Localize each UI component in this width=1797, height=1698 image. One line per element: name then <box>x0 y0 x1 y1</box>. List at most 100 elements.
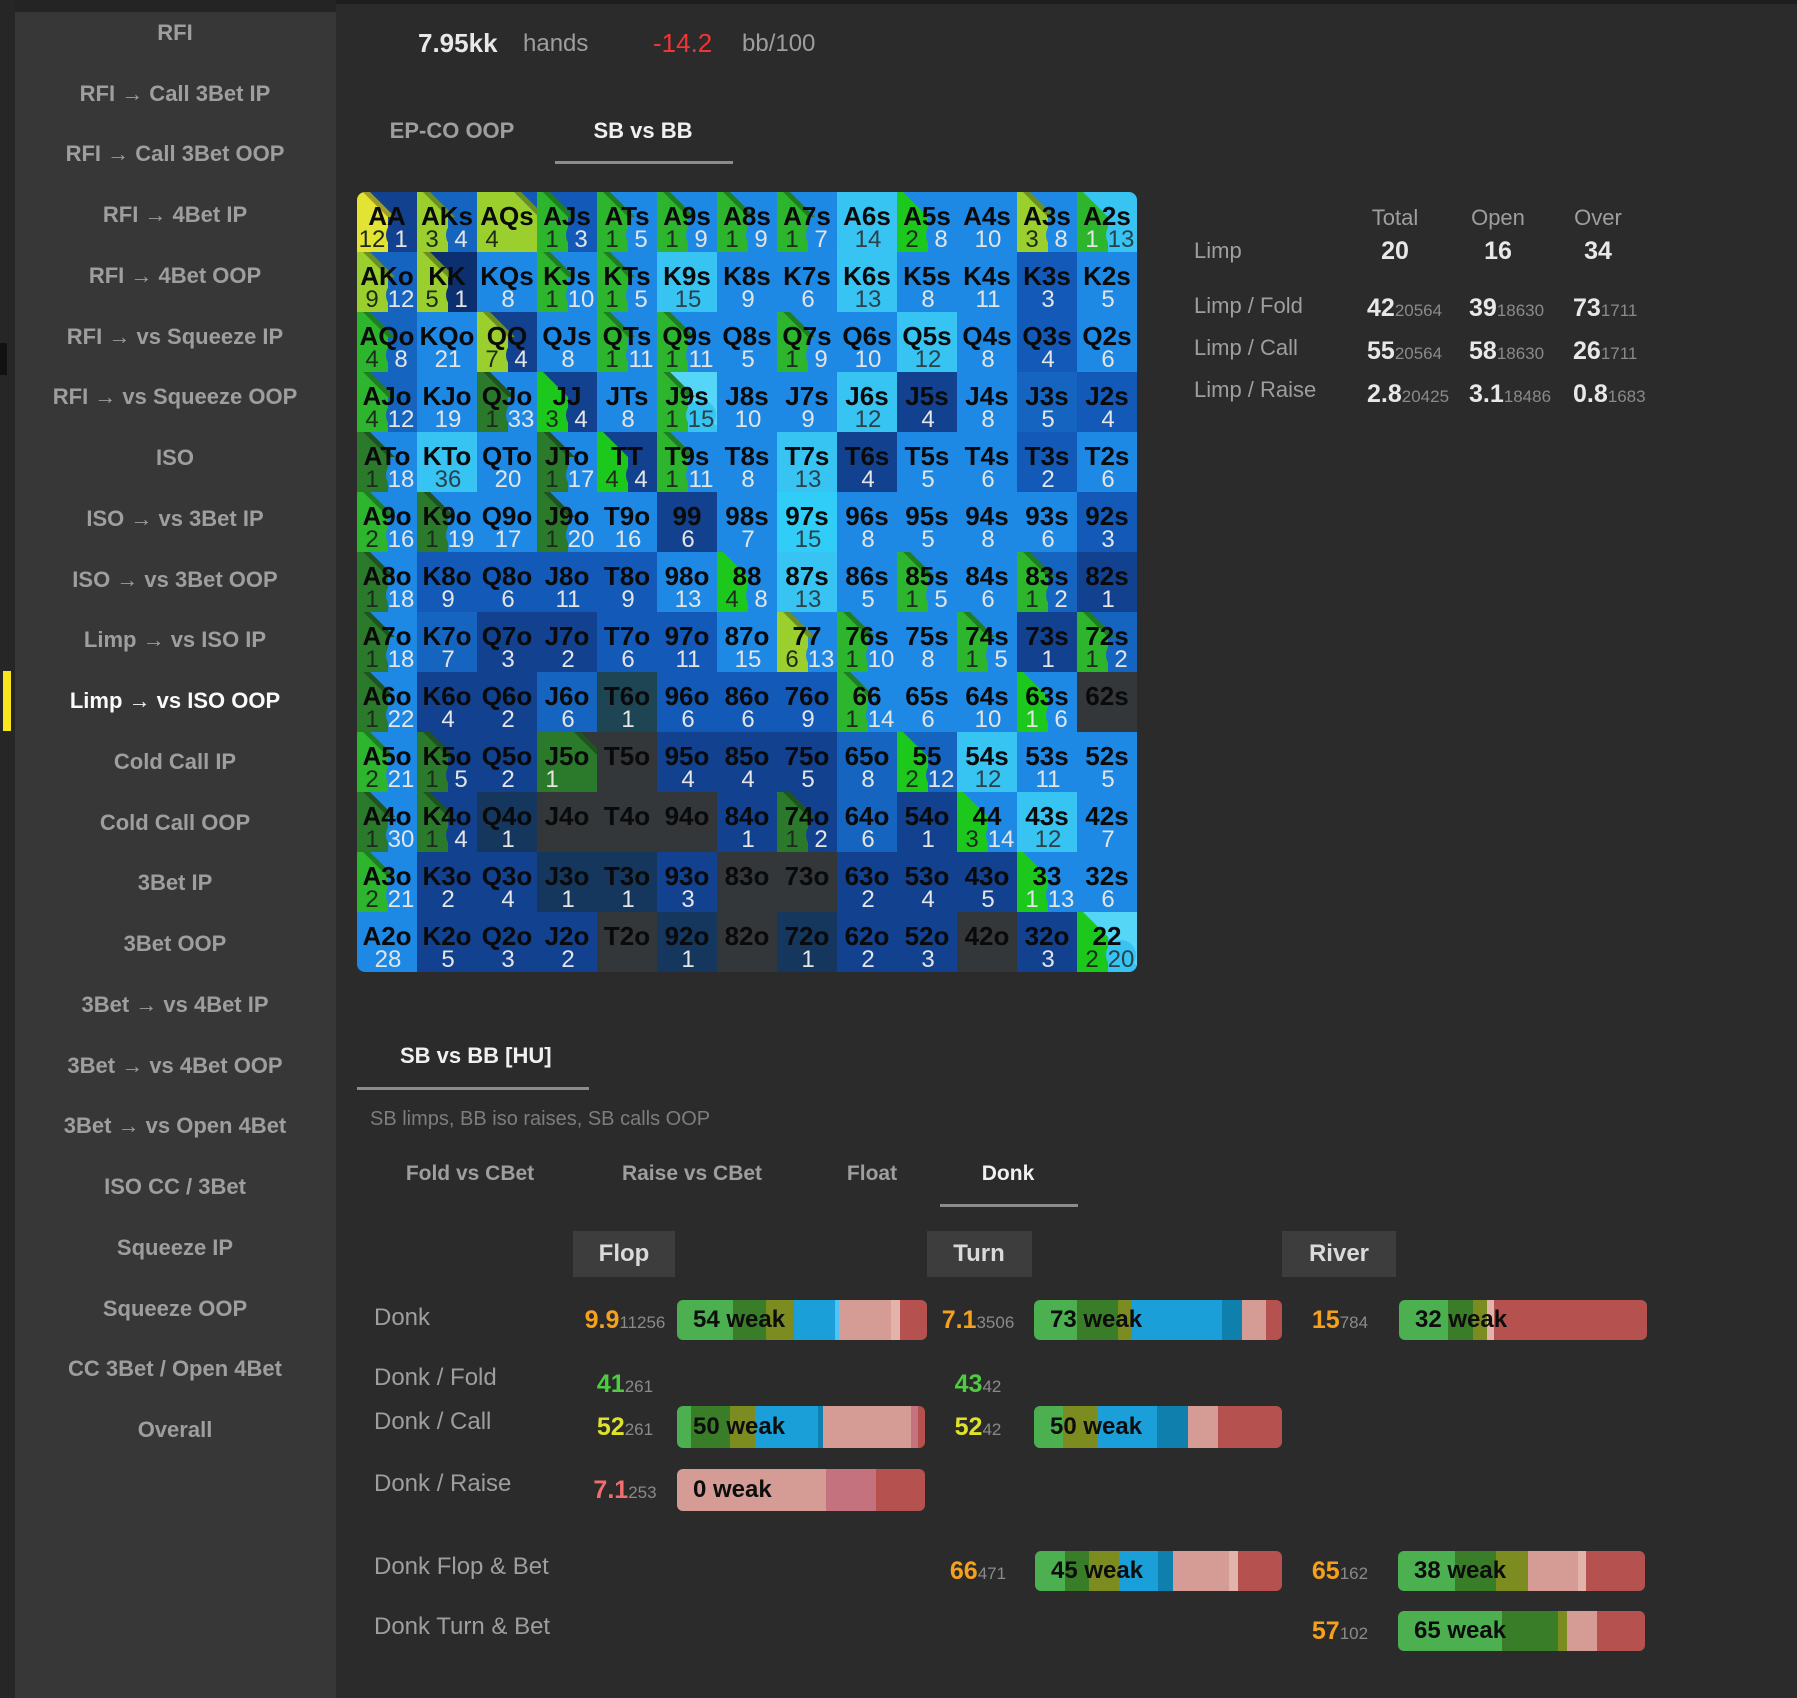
svg-text:15: 15 <box>795 526 822 553</box>
svg-text:A6s: A6s <box>843 201 891 231</box>
svg-text:1: 1 <box>1085 226 1098 253</box>
svg-text:9: 9 <box>441 586 454 613</box>
svg-text:53o: 53o <box>905 861 950 891</box>
svg-text:5: 5 <box>634 226 647 253</box>
svg-text:K8o: K8o <box>422 561 471 591</box>
svg-text:AKo: AKo <box>360 261 413 291</box>
svg-text:K5s: K5s <box>903 261 951 291</box>
svg-text:AKs: AKs <box>421 201 473 231</box>
svg-text:1: 1 <box>845 706 858 733</box>
svg-text:5: 5 <box>994 646 1007 673</box>
svg-text:5: 5 <box>921 466 934 493</box>
svg-text:9: 9 <box>754 226 767 253</box>
svg-text:KTs: KTs <box>603 261 650 291</box>
svg-text:J6o: J6o <box>545 681 590 711</box>
svg-text:12: 12 <box>388 406 415 433</box>
svg-text:85o: 85o <box>725 741 770 771</box>
svg-text:6: 6 <box>1101 346 1114 373</box>
svg-text:Q7o: Q7o <box>482 621 533 651</box>
svg-text:Q3o: Q3o <box>482 861 533 891</box>
svg-text:4: 4 <box>365 406 378 433</box>
svg-text:3: 3 <box>681 886 694 913</box>
svg-text:2: 2 <box>501 706 514 733</box>
svg-text:T6o: T6o <box>604 681 650 711</box>
svg-text:1: 1 <box>665 346 678 373</box>
svg-text:65s: 65s <box>905 681 948 711</box>
svg-text:32o: 32o <box>1025 921 1070 951</box>
svg-text:A7s: A7s <box>783 201 831 231</box>
svg-text:K3o: K3o <box>422 861 471 891</box>
svg-text:2: 2 <box>561 646 574 673</box>
svg-text:9: 9 <box>814 346 827 373</box>
svg-text:2: 2 <box>905 226 918 253</box>
svg-text:6: 6 <box>981 586 994 613</box>
svg-text:1: 1 <box>785 346 798 373</box>
svg-text:4: 4 <box>861 466 874 493</box>
svg-text:1: 1 <box>545 526 558 553</box>
svg-text:1: 1 <box>1101 586 1114 613</box>
svg-text:77: 77 <box>793 621 822 651</box>
svg-text:A2s: A2s <box>1083 201 1131 231</box>
svg-text:K9s: K9s <box>663 261 711 291</box>
svg-text:1: 1 <box>965 646 978 673</box>
svg-text:86s: 86s <box>845 561 888 591</box>
svg-text:1: 1 <box>365 706 378 733</box>
svg-text:4: 4 <box>741 766 754 793</box>
svg-text:6: 6 <box>681 526 694 553</box>
svg-text:A3s: A3s <box>1023 201 1071 231</box>
svg-text:J7o: J7o <box>545 621 590 651</box>
svg-text:13: 13 <box>808 646 835 673</box>
svg-text:1: 1 <box>365 826 378 853</box>
svg-text:KJs: KJs <box>543 261 591 291</box>
svg-text:3: 3 <box>921 946 934 972</box>
svg-text:99: 99 <box>673 501 702 531</box>
svg-text:9: 9 <box>801 406 814 433</box>
svg-text:6: 6 <box>1101 466 1114 493</box>
svg-text:8: 8 <box>561 346 574 373</box>
svg-text:AJo: AJo <box>362 381 411 411</box>
svg-text:3: 3 <box>1041 286 1054 313</box>
svg-text:3: 3 <box>574 226 587 253</box>
svg-text:62s: 62s <box>1085 681 1128 711</box>
svg-text:6: 6 <box>801 286 814 313</box>
svg-text:84o: 84o <box>725 801 770 831</box>
svg-text:JTs: JTs <box>606 381 649 411</box>
svg-text:1: 1 <box>725 226 738 253</box>
svg-text:1: 1 <box>1085 646 1098 673</box>
svg-text:5: 5 <box>741 346 754 373</box>
svg-text:ATo: ATo <box>364 441 411 471</box>
svg-text:4: 4 <box>725 586 738 613</box>
svg-text:T3o: T3o <box>604 861 650 891</box>
svg-text:95s: 95s <box>905 501 948 531</box>
svg-text:6: 6 <box>785 646 798 673</box>
svg-text:10: 10 <box>855 346 882 373</box>
svg-text:88: 88 <box>733 561 762 591</box>
svg-text:J2o: J2o <box>545 921 590 951</box>
svg-text:11: 11 <box>556 586 581 613</box>
svg-text:82s: 82s <box>1085 561 1128 591</box>
svg-text:1: 1 <box>545 286 558 313</box>
svg-text:75o: 75o <box>785 741 830 771</box>
svg-text:20: 20 <box>1108 946 1135 972</box>
svg-text:93o: 93o <box>665 861 710 891</box>
svg-text:92o: 92o <box>665 921 710 951</box>
svg-text:1: 1 <box>621 706 634 733</box>
svg-text:T9o: T9o <box>604 501 650 531</box>
svg-text:KJo: KJo <box>422 381 471 411</box>
svg-text:1: 1 <box>394 226 407 253</box>
svg-text:A8s: A8s <box>723 201 771 231</box>
svg-text:94o: 94o <box>665 801 710 831</box>
svg-text:K7s: K7s <box>783 261 831 291</box>
svg-text:2: 2 <box>1114 646 1127 673</box>
svg-text:14: 14 <box>855 226 882 253</box>
svg-text:A3o: A3o <box>362 861 411 891</box>
svg-text:1: 1 <box>561 886 574 913</box>
svg-text:85s: 85s <box>905 561 948 591</box>
svg-text:5: 5 <box>425 286 438 313</box>
svg-text:9: 9 <box>741 286 754 313</box>
svg-text:76o: 76o <box>785 681 830 711</box>
svg-text:KQs: KQs <box>480 261 533 291</box>
svg-text:5: 5 <box>801 766 814 793</box>
svg-text:3: 3 <box>965 826 978 853</box>
svg-text:6: 6 <box>621 646 634 673</box>
